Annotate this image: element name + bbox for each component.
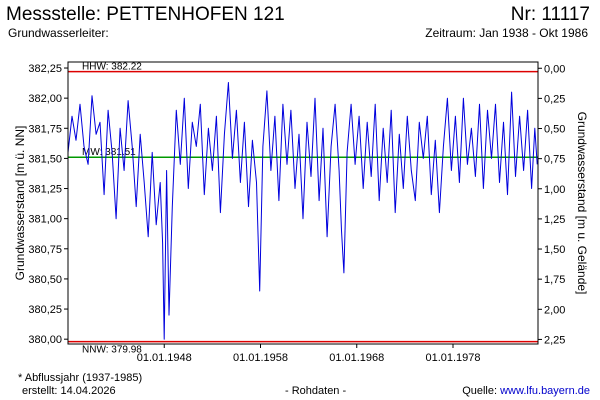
plot-frame <box>67 61 539 345</box>
source-link[interactable]: www.lfu.bayern.de <box>500 385 590 397</box>
y2-tick-label: 1,25 <box>544 214 565 226</box>
y2-tick-label: 1,00 <box>544 184 565 196</box>
reference-label-nnw: NNW: 379.98 <box>82 345 142 356</box>
x-axis: 01.01.1948 01.01.1958 01.01.1968 01.01.1978 <box>137 344 481 364</box>
y-tick-label: 380,00 <box>28 334 62 346</box>
y2-tick-label: 0,25 <box>544 93 565 105</box>
series-line <box>67 82 538 340</box>
y2-tick-label: 0,75 <box>544 154 565 166</box>
y2-tick-label: 1,75 <box>544 274 565 286</box>
y-tick-label: 381,00 <box>28 214 62 226</box>
y-tick-label: 382,25 <box>28 63 62 75</box>
y-tick-label: 380,50 <box>28 274 62 286</box>
source-prefix: Quelle: <box>462 385 501 397</box>
x-tick-label: 01.01.1978 <box>425 352 480 364</box>
y2-tick-label: 0,00 <box>544 63 565 75</box>
footnote: * Abflussjahr (1937-1985) <box>18 372 143 384</box>
reference-label-mw: MW: 381.51 <box>82 147 136 158</box>
rawdata-label: - Rohdaten - <box>285 385 347 397</box>
created-date: erstellt: 14.04.2026 <box>22 385 116 397</box>
x-tick-label: 01.01.1958 <box>233 352 288 364</box>
y2-axis-title: Grundwasserstand [m u. Gelände] <box>575 112 589 295</box>
source-line: Quelle: www.lfu.bayern.de <box>462 385 590 397</box>
reference-label-hhw: HHW: 382.22 <box>82 62 142 73</box>
y-tick-label: 381,50 <box>28 153 62 165</box>
y2-tick-label: 0,50 <box>544 124 565 136</box>
y-tick-label: 382,00 <box>28 93 62 105</box>
y2-tick-label: 2,00 <box>544 304 565 316</box>
aquifer-label: Grundwasserleiter: <box>8 26 109 40</box>
x-tick-label: 01.01.1948 <box>137 352 192 364</box>
y-tick-label: 380,25 <box>28 304 62 316</box>
y-axis-right: 0,00 0,25 0,50 0,75 1,00 1,25 1,50 1,75 2,00 2,25 <box>538 63 565 346</box>
x-tick-label: 01.01.1968 <box>329 352 384 364</box>
y-tick-label: 380,75 <box>28 244 62 256</box>
y2-tick-label: 2,25 <box>544 334 565 346</box>
station-number: Nr: 11117 <box>510 4 590 25</box>
period-label: Zeitraum: Jan 1938 - Okt 1986 <box>425 26 588 40</box>
y-tick-label: 381,25 <box>28 184 62 196</box>
reference-lines: HHW: 382.22 MW: 381.51 NNW: 379.98 <box>68 62 538 356</box>
station-title: Messstelle: PETTENHOFEN 121 <box>6 4 285 25</box>
y-tick-label: 381,75 <box>28 123 62 135</box>
y-axis-left: 380,00 380,25 380,50 380,75 381,00 381,25 381,… <box>28 63 68 346</box>
y-axis-title: Grundwasserstand [m ü. NN] <box>13 126 27 281</box>
y2-tick-label: 1,50 <box>544 244 565 256</box>
